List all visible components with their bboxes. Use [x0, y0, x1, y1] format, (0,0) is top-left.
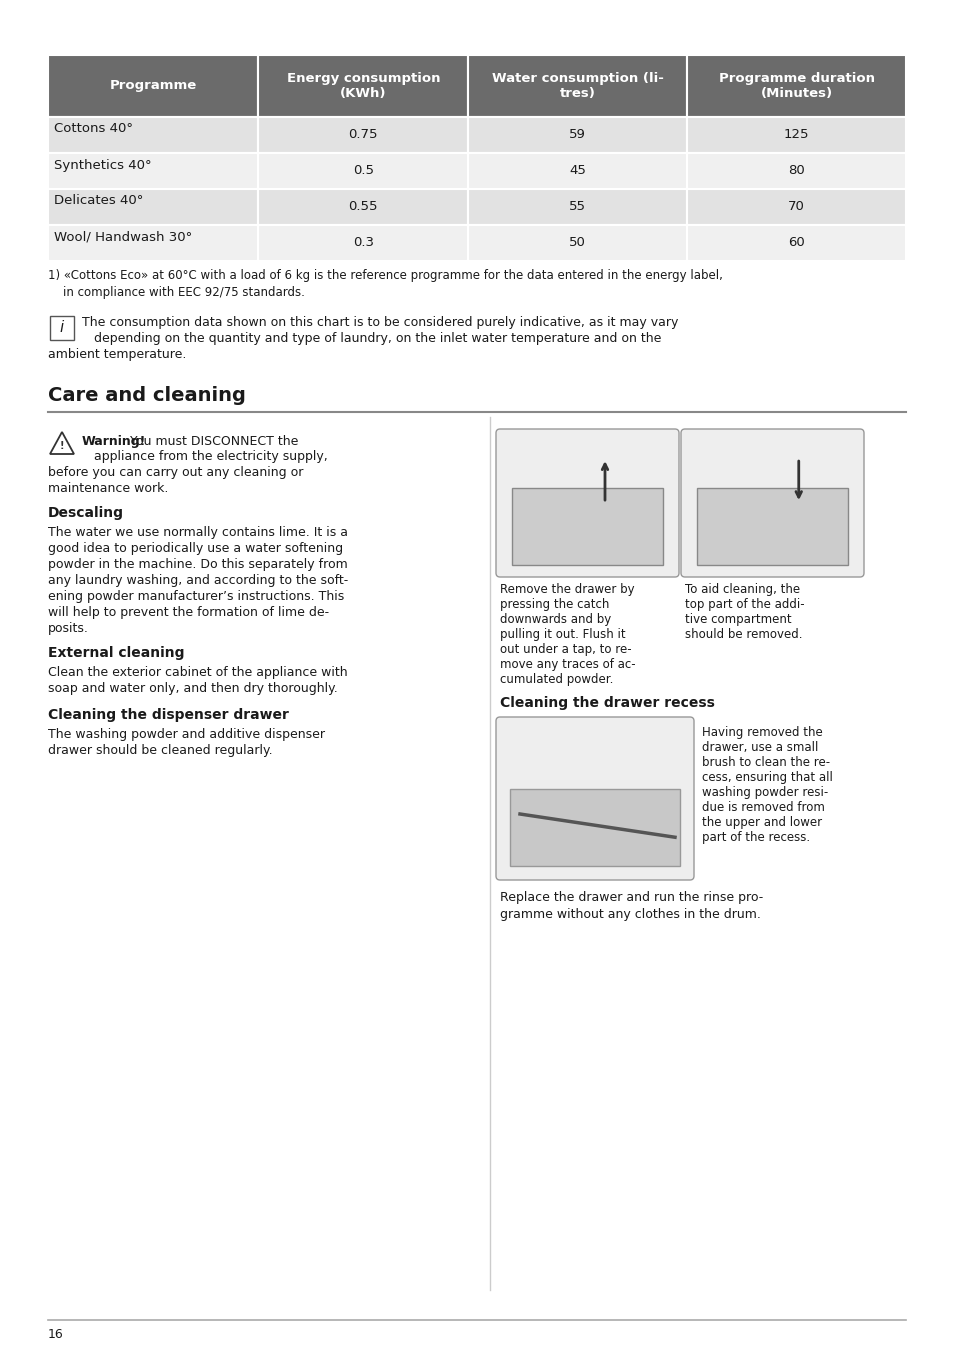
Text: 1) «Cottons Eco» at 60°C with a load of 6 kg is the reference programme for the : 1) «Cottons Eco» at 60°C with a load of … — [48, 269, 722, 283]
Text: good idea to periodically use a water softening: good idea to periodically use a water so… — [48, 542, 343, 556]
Bar — [48, 118, 258, 153]
Text: any laundry washing, and according to the soft-: any laundry washing, and according to th… — [48, 575, 348, 587]
Text: Warning!: Warning! — [82, 435, 146, 448]
Text: Cleaning the dispenser drawer: Cleaning the dispenser drawer — [48, 708, 289, 722]
Text: ening powder manufacturer’s instructions. This: ening powder manufacturer’s instructions… — [48, 589, 344, 603]
Text: Replace the drawer and run the rinse pro-: Replace the drawer and run the rinse pro… — [499, 891, 762, 904]
FancyBboxPatch shape — [496, 717, 693, 880]
Text: washing powder resi-: washing powder resi- — [701, 786, 827, 799]
Bar — [48, 55, 258, 118]
FancyBboxPatch shape — [496, 429, 679, 577]
Text: Having removed the: Having removed the — [701, 726, 821, 740]
Text: depending on the quantity and type of laundry, on the inlet water temperature an: depending on the quantity and type of la… — [82, 333, 660, 345]
Text: Programme duration
(Minutes): Programme duration (Minutes) — [718, 72, 874, 100]
Text: 0.5: 0.5 — [353, 165, 374, 177]
Text: Descaling: Descaling — [48, 506, 124, 521]
Bar — [258, 118, 468, 153]
Text: appliance from the electricity supply,: appliance from the electricity supply, — [94, 450, 328, 462]
Text: posits.: posits. — [48, 622, 89, 635]
Bar — [686, 55, 905, 118]
Bar — [48, 153, 258, 189]
Text: The consumption data shown on this chart is to be considered purely indicative, : The consumption data shown on this chart… — [82, 316, 678, 329]
Text: tive compartment: tive compartment — [684, 612, 791, 626]
Text: Energy consumption
(KWh): Energy consumption (KWh) — [286, 72, 439, 100]
Bar — [468, 55, 686, 118]
Bar — [48, 224, 258, 261]
Bar — [686, 153, 905, 189]
Text: should be removed.: should be removed. — [684, 627, 801, 641]
Text: Wool/ Handwash 30°: Wool/ Handwash 30° — [54, 230, 193, 243]
Text: part of the recess.: part of the recess. — [701, 831, 809, 844]
Bar — [258, 224, 468, 261]
Text: drawer, use a small: drawer, use a small — [701, 741, 818, 754]
Text: cess, ensuring that all: cess, ensuring that all — [701, 771, 832, 784]
Text: Delicates 40°: Delicates 40° — [54, 195, 143, 207]
Text: powder in the machine. Do this separately from: powder in the machine. Do this separatel… — [48, 558, 348, 571]
Text: soap and water only, and then dry thoroughly.: soap and water only, and then dry thorou… — [48, 681, 337, 695]
Bar — [468, 153, 686, 189]
Text: 59: 59 — [569, 128, 586, 142]
Text: The water we use normally contains lime. It is a: The water we use normally contains lime.… — [48, 526, 348, 539]
Text: move any traces of ac-: move any traces of ac- — [499, 658, 635, 671]
Text: out under a tap, to re-: out under a tap, to re- — [499, 644, 631, 656]
Text: 60: 60 — [787, 237, 804, 250]
Bar — [468, 118, 686, 153]
Bar — [686, 189, 905, 224]
Text: due is removed from: due is removed from — [701, 800, 824, 814]
Text: top part of the addi-: top part of the addi- — [684, 598, 803, 611]
Text: maintenance work.: maintenance work. — [48, 483, 168, 495]
Bar — [258, 153, 468, 189]
Text: ambient temperature.: ambient temperature. — [48, 347, 186, 361]
Text: gramme without any clothes in the drum.: gramme without any clothes in the drum. — [499, 909, 760, 921]
Text: downwards and by: downwards and by — [499, 612, 611, 626]
Bar — [258, 189, 468, 224]
Text: You must DISCONNECT the: You must DISCONNECT the — [126, 435, 298, 448]
Text: i: i — [60, 320, 64, 335]
Text: The washing powder and additive dispenser: The washing powder and additive dispense… — [48, 727, 325, 741]
Text: Remove the drawer by: Remove the drawer by — [499, 583, 634, 596]
Text: will help to prevent the formation of lime de-: will help to prevent the formation of li… — [48, 606, 329, 619]
Text: External cleaning: External cleaning — [48, 646, 184, 660]
Text: 80: 80 — [787, 165, 804, 177]
Text: Clean the exterior cabinet of the appliance with: Clean the exterior cabinet of the applia… — [48, 667, 347, 679]
Text: 0.75: 0.75 — [348, 128, 377, 142]
Bar — [258, 55, 468, 118]
Text: pulling it out. Flush it: pulling it out. Flush it — [499, 627, 625, 641]
Text: Synthetics 40°: Synthetics 40° — [54, 158, 152, 172]
Text: drawer should be cleaned regularly.: drawer should be cleaned regularly. — [48, 744, 273, 757]
Text: 55: 55 — [569, 200, 586, 214]
Text: 70: 70 — [787, 200, 804, 214]
Text: before you can carry out any cleaning or: before you can carry out any cleaning or — [48, 466, 303, 479]
Bar — [468, 189, 686, 224]
Text: 16: 16 — [48, 1328, 64, 1341]
Text: 0.3: 0.3 — [353, 237, 374, 250]
Bar — [510, 788, 679, 867]
Bar — [468, 224, 686, 261]
Text: pressing the catch: pressing the catch — [499, 598, 609, 611]
Text: Cottons 40°: Cottons 40° — [54, 123, 132, 135]
Text: Care and cleaning: Care and cleaning — [48, 387, 246, 406]
Text: Water consumption (li-
tres): Water consumption (li- tres) — [492, 72, 663, 100]
FancyBboxPatch shape — [680, 429, 863, 577]
Text: 50: 50 — [569, 237, 586, 250]
Text: brush to clean the re-: brush to clean the re- — [701, 756, 829, 769]
Text: 125: 125 — [783, 128, 808, 142]
Text: in compliance with EEC 92/75 standards.: in compliance with EEC 92/75 standards. — [48, 287, 305, 299]
Bar — [686, 118, 905, 153]
Text: !: ! — [60, 441, 64, 450]
Text: cumulated powder.: cumulated powder. — [499, 673, 613, 685]
Bar — [697, 488, 847, 565]
Text: Programme: Programme — [110, 80, 196, 92]
Text: Cleaning the drawer recess: Cleaning the drawer recess — [499, 696, 714, 710]
Bar — [48, 189, 258, 224]
Bar — [50, 316, 74, 339]
Bar — [512, 488, 662, 565]
Text: the upper and lower: the upper and lower — [701, 817, 821, 829]
Text: To aid cleaning, the: To aid cleaning, the — [684, 583, 800, 596]
Text: 0.55: 0.55 — [348, 200, 377, 214]
Text: 45: 45 — [569, 165, 586, 177]
Bar — [686, 224, 905, 261]
